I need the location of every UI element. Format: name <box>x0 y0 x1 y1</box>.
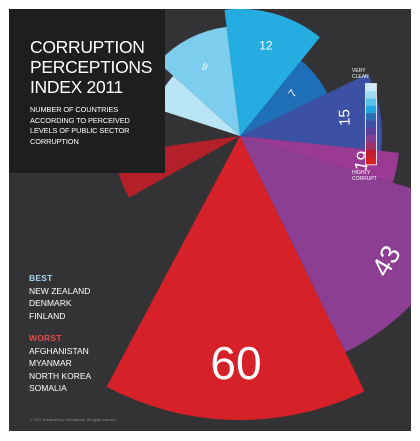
list-item: MYANMAR <box>29 358 72 369</box>
legend-swatch <box>366 120 376 129</box>
copyright-text: © 2011 Transparency International. All r… <box>30 418 117 422</box>
poster: 60431915712912 CORRUPTION PERCEPTIONS IN… <box>9 9 411 431</box>
legend-label-very-clean: VERY CLEAN <box>352 68 369 80</box>
pie-slice <box>106 136 365 421</box>
list-item: NEW ZEALAND <box>29 286 91 296</box>
title-line: CORRUPTION <box>30 37 145 57</box>
legend-swatch <box>366 98 376 107</box>
pie-slice <box>240 136 411 353</box>
legend-label-highly-corrupt: HIGHLY CORRUPT <box>352 170 377 182</box>
list-item: FINLAND <box>29 310 66 321</box>
slice-value-label: 60 <box>210 337 261 389</box>
pie-slice <box>240 136 399 183</box>
legend-swatch <box>366 157 376 165</box>
pie-slice <box>240 73 382 151</box>
pie-slice <box>154 75 240 136</box>
list-item: NORTH KOREA <box>29 370 92 381</box>
subtitle-line: ACCORDING TO PERCEIVED <box>30 115 130 125</box>
subtitle-line: LEVELS OF PUBLIC SECTOR <box>30 126 130 136</box>
title-line: PERCEPTIONS <box>30 57 153 77</box>
legend-swatch <box>366 149 376 158</box>
pie-slice <box>224 9 320 136</box>
chart-subtitle: NUMBER OF COUNTRIES ACCORDING TO PERCEIV… <box>30 105 160 147</box>
legend-swatch <box>366 142 376 151</box>
subtitle-line: CORRUPTION <box>30 136 79 146</box>
list-item: SOMALIA <box>29 382 67 393</box>
list-item: DENMARK <box>29 298 72 309</box>
list-item: AFGHANISTAN <box>29 346 89 356</box>
slice-value-label: 15 <box>336 109 354 126</box>
polar-area-chart: 60431915712912 <box>106 9 411 421</box>
slice-value-label: 9 <box>199 62 209 75</box>
worst-heading: WORST <box>29 333 62 343</box>
best-country-list: NEW ZEALAND DENMARK FINLAND <box>29 285 90 322</box>
worst-country-list: AFGHANISTAN MYANMAR NORTH KOREA SOMALIA <box>29 345 91 394</box>
title-line: INDEX 2011 <box>30 77 123 97</box>
best-heading: BEST <box>29 273 53 283</box>
pie-slice <box>158 26 240 136</box>
slice-value-label: 12 <box>259 39 273 53</box>
chart-title: CORRUPTION PERCEPTIONS INDEX 2011 <box>30 37 165 97</box>
pie-slice <box>240 60 328 136</box>
legend-swatch <box>366 135 376 143</box>
legend-swatch <box>366 84 376 92</box>
legend-swatch <box>366 91 376 99</box>
legend-swatch <box>366 113 376 121</box>
title-box: CORRUPTION PERCEPTIONS INDEX 2011 NUMBER… <box>9 9 165 173</box>
subtitle-line: NUMBER OF COUNTRIES <box>30 105 119 114</box>
legend-swatch <box>366 105 376 114</box>
legend-frame <box>365 83 377 166</box>
legend-swatch <box>366 127 376 136</box>
